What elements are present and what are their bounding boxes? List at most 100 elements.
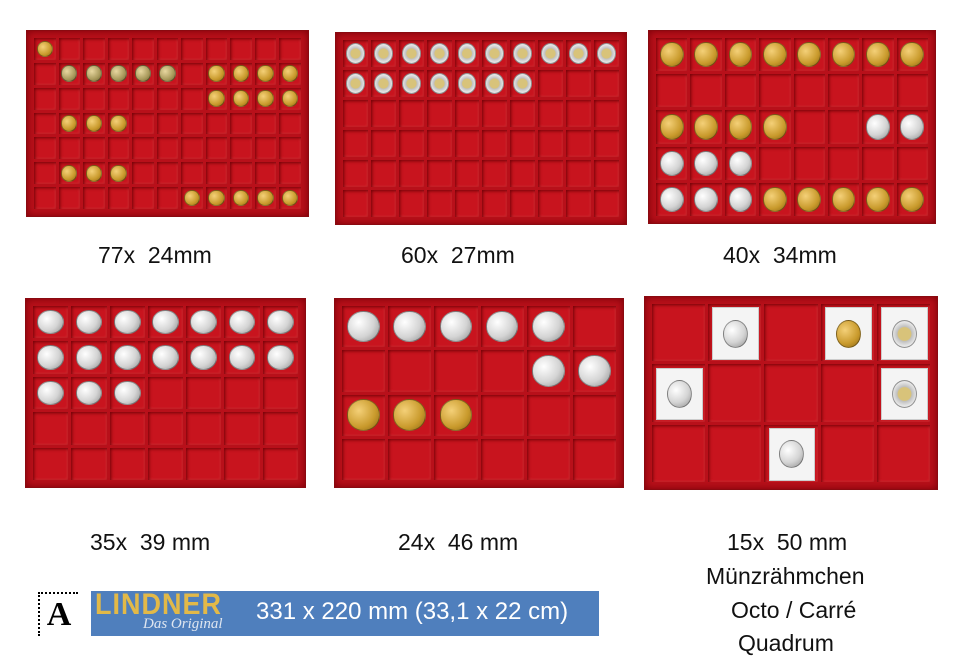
coin-slot [594,130,619,157]
coin-slot [181,162,203,185]
coin [831,186,856,213]
coin [113,380,141,406]
coin-slot [862,74,894,108]
coin-slot [690,110,722,144]
coin-slot [510,190,536,217]
coin [401,73,421,94]
coin [694,150,718,176]
coin-slot [230,162,252,185]
coin-slot [230,187,252,209]
coin [208,90,225,107]
coin-slot [370,190,396,217]
coin-slot [482,70,508,97]
coin-slot [652,304,706,362]
coin-slot [224,341,260,374]
coin-slot [342,394,386,436]
coin-slot [526,350,570,392]
coin [113,309,141,335]
coin [667,379,693,409]
coin [728,150,753,176]
coin [900,186,925,213]
coin-slot [827,110,860,144]
coin-slot [708,424,762,482]
coin [866,41,890,68]
coin-slot [107,187,130,209]
stamp-logo-icon: A [38,592,78,636]
coin-slot [454,190,480,217]
coin [257,65,274,83]
coin [345,73,365,94]
coin-slot [230,38,252,60]
coin-slot [71,376,107,410]
coin-slot [759,38,791,72]
coin-slot [572,350,616,392]
coin-slot [538,40,564,67]
coin-slot [254,187,277,209]
coin-slot [34,62,56,85]
coin-slot [656,110,688,144]
coin [797,186,822,213]
coin [578,355,611,387]
coin [37,345,65,370]
coin-slot [764,304,818,362]
coin-slot [181,112,203,135]
coin-slot [186,412,222,445]
brand-tagline: Das Original [143,616,223,632]
coin [457,43,477,64]
coin-slot [107,87,130,110]
coin [208,65,225,83]
coin-slot [71,341,107,374]
coin-slot [454,160,480,187]
coin-slot [388,438,432,480]
coin-slot [482,100,508,127]
coin-slot [526,438,570,480]
coin-slot [71,306,107,339]
coin [110,115,127,132]
coin-slot [876,304,930,362]
coin-slot [33,447,69,480]
coin-slot [759,182,791,216]
coin-slot [398,100,424,127]
coin [36,40,53,58]
coin [762,114,787,140]
coin [891,319,917,348]
coin [694,41,718,68]
coin-slot [510,160,536,187]
coin-slot [58,137,81,160]
coin [393,399,427,431]
coin-slot [58,62,81,85]
coin-slot [398,130,424,157]
coin-slot [480,350,524,392]
coin [723,319,749,348]
coin [485,43,505,64]
coin-slot [132,112,154,135]
coin-slot [434,306,478,348]
coin-slot [279,62,301,85]
coin-slot [526,306,570,348]
tray-35x39 [25,298,306,488]
coin-slot [254,62,277,85]
coin [347,399,380,431]
coin-slot [83,162,105,185]
coin [232,65,250,83]
coin [228,345,256,370]
coin [190,309,218,335]
coin-slot [572,438,616,480]
coin-slot [510,40,536,67]
coin-slot [58,112,81,135]
coin-slot [230,112,252,135]
coin [439,310,473,343]
coin-slot [343,100,368,127]
coin-slot [181,137,203,160]
coin-slot [343,40,368,67]
coin-slot [480,306,524,348]
coin-slot [708,304,762,362]
coin-holder-frame [881,307,928,360]
coin-slot [862,38,894,72]
coin-slot [279,187,301,209]
coin-slot [279,38,301,60]
coin-slot [254,162,277,185]
coin-slot [594,100,619,127]
coin-slot [186,341,222,374]
coin-slot [566,40,592,67]
